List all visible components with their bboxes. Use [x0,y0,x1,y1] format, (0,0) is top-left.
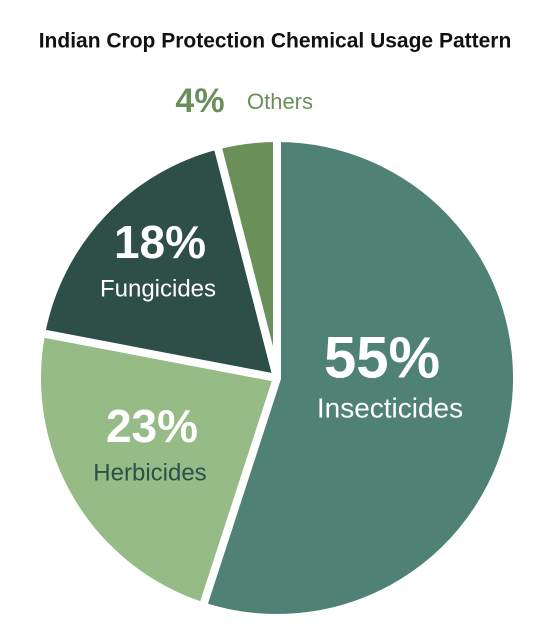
chart-title: Indian Crop Protection Chemical Usage Pa… [39,30,512,53]
pie-slice [37,141,281,382]
value-label: 18% [114,216,206,268]
pie-slice [198,134,521,622]
slice-label: Herbicides [93,459,206,486]
slice-label: Others [247,89,313,114]
value-label: 55% [324,325,440,390]
pie-slice [33,329,281,611]
slice-label: Insecticides [317,392,463,423]
pie-slice [213,134,281,382]
slice-label: Fungicides [100,275,216,302]
value-label: 4% [175,82,224,120]
value-label: 23% [106,400,198,452]
